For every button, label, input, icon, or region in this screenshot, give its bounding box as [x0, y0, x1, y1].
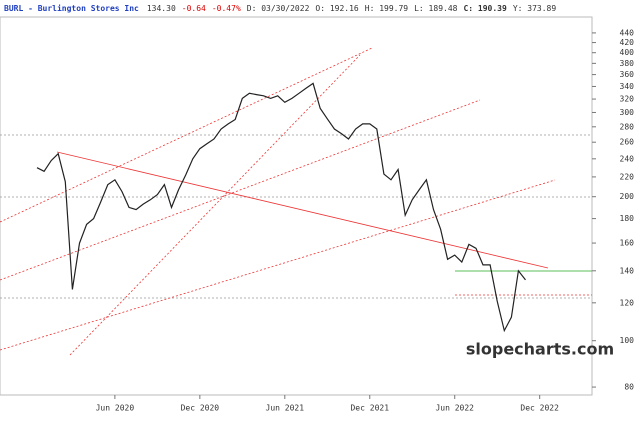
y-tick-label: 240 [620, 154, 635, 163]
y-tick-label: 120 [620, 298, 635, 307]
last: 134.30 [147, 4, 176, 13]
y-tick-label: 160 [620, 239, 635, 248]
y-tick-label: 100 [620, 336, 635, 345]
y-tick-label: 400 [620, 48, 635, 57]
date: D: 03/30/2022 [247, 4, 310, 13]
channel-line [69, 54, 361, 356]
y-tick-label: 300 [620, 108, 635, 117]
watermark: slopecharts.com [466, 340, 614, 359]
low: L: 189.48 [414, 4, 458, 13]
y-tick-label: 200 [620, 192, 635, 201]
y-tick-label: 280 [620, 122, 635, 131]
x-tick-label: Jun 2020 [96, 404, 135, 413]
y-tick-label: 320 [620, 95, 635, 104]
y-tick-label: 360 [620, 70, 635, 79]
x-tick-label: Jun 2022 [435, 404, 474, 413]
channel-line [0, 179, 556, 351]
y-tick-label: 140 [620, 266, 635, 275]
plot-frame [0, 16, 593, 396]
header: BURL - Burlington Stores Inc 134.30 -0.64-… [4, 3, 556, 13]
price-line [36, 82, 526, 333]
y-tick-label: 180 [620, 214, 635, 223]
y-tick-label: 440 [620, 28, 635, 37]
channel-line [0, 47, 373, 223]
open: O: 192.16 [315, 4, 359, 13]
y-tick-label: 420 [620, 38, 635, 47]
trendline [56, 151, 549, 269]
x-tick-label: Dec 2020 [181, 404, 220, 413]
high: H: 199.79 [365, 4, 409, 13]
x-tick-label: Dec 2022 [520, 404, 559, 413]
close: C: 190.39 [463, 4, 507, 13]
y-tick-label: 380 [620, 59, 635, 68]
symbol: BURL - Burlington Stores Inc [4, 3, 139, 13]
annotations [0, 47, 592, 356]
x-tick-label: Dec 2021 [350, 404, 389, 413]
change: -0.64 [182, 4, 206, 13]
y-tick-label: 80 [624, 383, 634, 392]
y-tick-label: 220 [620, 172, 635, 181]
change-pct: -0.47% [212, 4, 241, 13]
x-tick-label: Jun 2021 [266, 404, 305, 413]
prev: Y: 373.89 [513, 4, 557, 13]
y-tick-label: 340 [620, 82, 635, 91]
y-tick-label: 260 [620, 138, 635, 147]
channel-line [0, 99, 481, 281]
